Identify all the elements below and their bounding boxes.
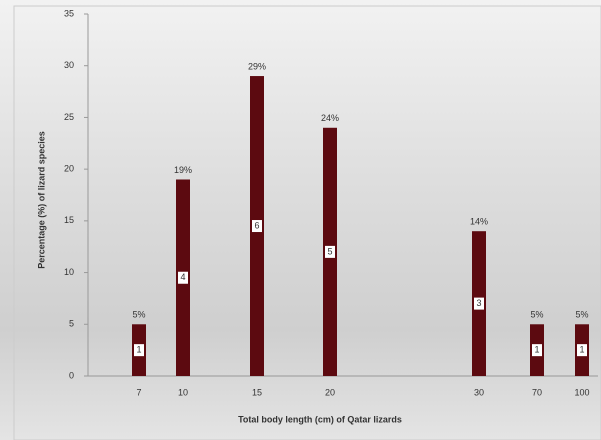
count-box [252,220,262,233]
count-box [325,245,335,258]
y-tick-label: 5 [69,319,74,329]
value-label: 19% [174,165,192,175]
value-label: 29% [248,61,266,71]
y-tick-label: 15 [64,215,74,225]
count-box [134,344,144,357]
count-label: 1 [534,345,539,355]
x-tick-label: 10 [178,387,188,397]
count-label: 3 [476,298,481,308]
y-tick-label: 10 [64,267,74,277]
y-axis-label: Percentage (%) of lizard species [36,131,46,269]
count-box [178,271,188,284]
value-label: 5% [132,310,145,320]
y-tick-label: 20 [64,164,74,174]
x-tick-label: 30 [474,387,484,397]
count-box [577,344,587,357]
count-label: 6 [254,220,259,230]
x-axis-label: Total body length (cm) of Qatar lizards [238,414,402,424]
value-label: 5% [575,310,588,320]
value-label: 5% [530,310,543,320]
x-tick-label: 15 [252,387,262,397]
value-label: 14% [470,217,488,227]
x-tick-label: 20 [325,387,335,397]
count-box [474,297,484,310]
x-tick-label: 100 [574,387,589,397]
x-tick-label: 70 [532,387,542,397]
y-tick-label: 0 [69,370,74,380]
count-label: 1 [136,345,141,355]
value-label: 24% [321,113,339,123]
count-label: 4 [180,272,185,282]
count-box [532,344,542,357]
frame [13,5,601,440]
x-tick-label: 7 [136,387,141,397]
y-tick-label: 35 [64,8,74,18]
count-label: 1 [579,345,584,355]
y-tick-label: 25 [64,112,74,122]
y-tick-label: 30 [64,60,74,70]
count-label: 5 [327,246,332,256]
